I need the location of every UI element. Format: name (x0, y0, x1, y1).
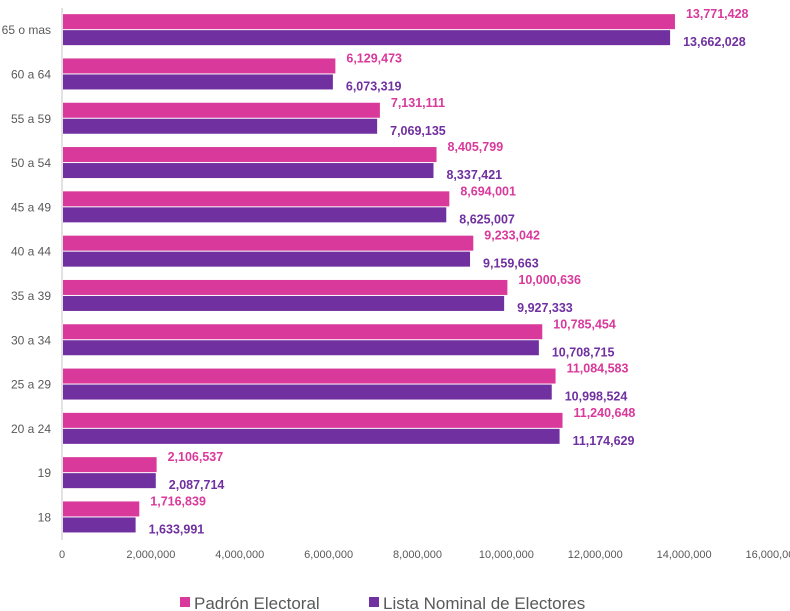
bar-padron (63, 14, 675, 30)
bar-lista (63, 251, 471, 267)
category-label: 55 a 59 (11, 112, 51, 126)
data-label-lista: 1,633,991 (149, 522, 205, 536)
data-label-padron: 8,405,799 (448, 140, 504, 154)
data-label-lista: 7,069,135 (390, 124, 446, 138)
data-label-lista: 11,174,629 (573, 434, 635, 448)
x-tick-label: 8,000,000 (393, 549, 442, 561)
category-label: 60 a 64 (11, 67, 51, 81)
data-label-lista: 10,708,715 (552, 345, 615, 359)
data-label-padron: 2,106,537 (168, 450, 224, 464)
bar-padron (63, 324, 543, 340)
legend-label-padron: Padrón Electoral (194, 594, 320, 611)
x-tick-label: 12,000,000 (568, 549, 623, 561)
category-label: 25 a 29 (11, 378, 51, 392)
data-label-padron: 6,129,473 (346, 51, 402, 65)
category-label: 20 a 24 (11, 422, 51, 436)
data-label-lista: 6,073,319 (346, 79, 402, 93)
data-label-lista: 8,625,007 (459, 212, 515, 226)
bar-padron (63, 368, 556, 384)
category-label: 30 a 34 (11, 333, 51, 347)
bar-lista (63, 428, 560, 444)
data-label-padron: 10,785,454 (553, 317, 616, 331)
data-label-padron: 11,084,583 (567, 362, 629, 376)
data-label-padron: 11,240,648 (574, 406, 636, 420)
bar-lista (63, 118, 378, 134)
bar-lista (63, 340, 539, 356)
bar-padron (63, 58, 336, 74)
data-label-padron: 8,694,001 (460, 184, 516, 198)
bar-lista (63, 74, 333, 90)
category-label: 45 a 49 (11, 200, 51, 214)
category-label: 40 a 44 (11, 245, 51, 259)
bar-lista (63, 30, 671, 46)
category-label: 50 a 54 (11, 156, 51, 170)
data-label-lista: 9,927,333 (517, 301, 573, 315)
data-label-lista: 10,998,524 (565, 390, 628, 404)
bar-padron (63, 412, 563, 428)
legend: Padrón Electoral Lista Nominal de Electo… (180, 594, 585, 611)
bar-lista (63, 207, 447, 223)
data-label-padron: 1,716,839 (150, 494, 206, 508)
category-label: 18 (38, 510, 52, 524)
data-label-lista: 2,087,714 (169, 478, 225, 492)
data-label-lista: 13,662,028 (683, 35, 746, 49)
bar-padron (63, 457, 157, 473)
data-label-padron: 10,000,636 (518, 273, 581, 287)
bar-lista (63, 163, 434, 179)
bar-padron (63, 102, 380, 118)
x-tick-label: 14,000,000 (657, 549, 712, 561)
legend-label-lista: Lista Nominal de Electores (383, 594, 585, 611)
data-label-padron: 9,233,042 (484, 229, 540, 243)
x-tick-label: 0 (59, 549, 65, 561)
data-label-padron: 13,771,428 (686, 7, 749, 21)
bar-padron (63, 191, 450, 207)
bar-padron (63, 279, 508, 295)
category-label: 65 o mas (2, 23, 51, 37)
x-tick-label: 10,000,000 (479, 549, 534, 561)
x-tick-label: 2,000,000 (126, 549, 175, 561)
bar-padron (63, 147, 437, 163)
x-tick-label: 6,000,000 (304, 549, 353, 561)
data-label-lista: 9,159,663 (483, 257, 539, 271)
legend-swatch-lista (369, 597, 379, 607)
x-tick-label: 4,000,000 (215, 549, 264, 561)
bar-lista (63, 295, 505, 311)
legend-swatch-padron (180, 597, 190, 607)
bar-lista (63, 517, 136, 533)
bar-lista (63, 473, 156, 489)
data-label-lista: 8,337,421 (446, 168, 502, 182)
category-label: 35 a 39 (11, 289, 51, 303)
category-label: 19 (38, 466, 52, 480)
bar-padron (63, 235, 474, 251)
bar-lista (63, 384, 552, 400)
x-tick-label: 16,000,000 (745, 549, 790, 561)
bar-padron (63, 501, 140, 517)
data-label-padron: 7,131,111 (391, 96, 445, 110)
